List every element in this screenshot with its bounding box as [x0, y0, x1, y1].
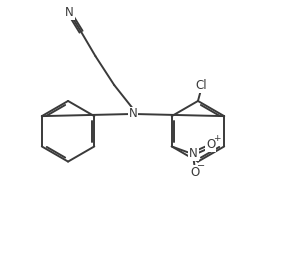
Text: N: N: [189, 147, 198, 160]
Text: N: N: [65, 6, 74, 19]
Text: O: O: [206, 138, 215, 152]
Text: Cl: Cl: [195, 79, 207, 92]
Text: N: N: [129, 107, 137, 120]
Text: +: +: [213, 134, 221, 143]
Text: O: O: [190, 166, 199, 179]
Text: −: −: [197, 161, 205, 171]
